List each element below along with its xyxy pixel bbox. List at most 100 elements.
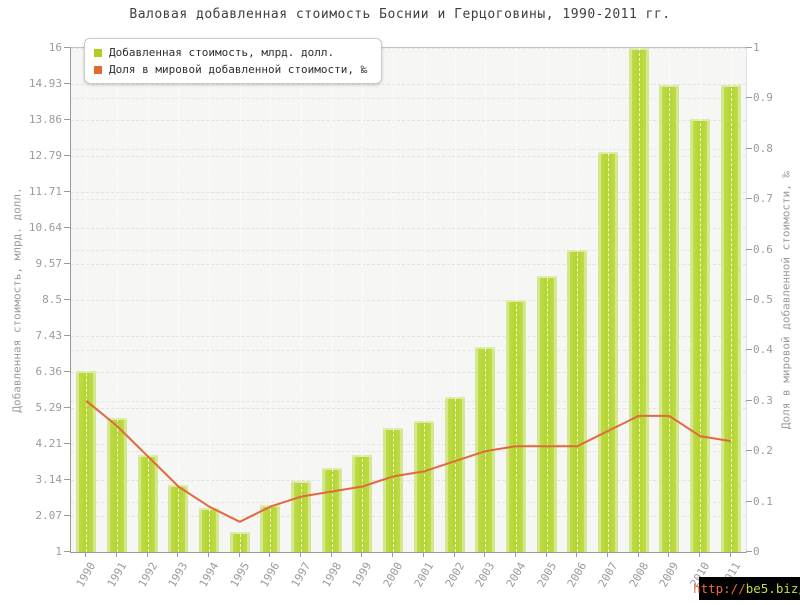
x-tick-mark-2011 bbox=[729, 552, 731, 557]
vgridline-2009 bbox=[669, 48, 671, 552]
x-tick-label-2007: 2007 bbox=[595, 560, 621, 590]
left-tick-mark-8.5 bbox=[64, 299, 70, 300]
bar-series-marker-icon bbox=[94, 48, 102, 57]
left-tick-mark-10.64 bbox=[64, 227, 70, 229]
right-tick-label-0.3: 0.3 bbox=[753, 393, 773, 407]
x-tick-label-1996: 1996 bbox=[258, 560, 283, 590]
gridline-left-3.14 bbox=[71, 480, 746, 482]
right-tick-label-0.5: 0.5 bbox=[753, 293, 773, 306]
gridline-left-10.64 bbox=[71, 228, 746, 230]
vgridline-1993 bbox=[178, 48, 180, 552]
gridline-left-9.57 bbox=[71, 264, 746, 266]
x-tick-mark-1995 bbox=[238, 552, 240, 557]
right-tick-label-0.6: 0.6 bbox=[753, 242, 773, 256]
vgridline-2011 bbox=[730, 48, 732, 552]
x-tick-label-2002: 2002 bbox=[442, 560, 467, 590]
watermark-domain: be5.biz/ bbox=[745, 581, 800, 596]
vgridline-2008 bbox=[638, 48, 640, 552]
left-tick-mark-4.21 bbox=[64, 443, 70, 445]
x-tick-label-2005: 2005 bbox=[534, 560, 559, 590]
share-line-series bbox=[85, 400, 731, 523]
vgridline-2000 bbox=[393, 48, 395, 552]
left-tick-mark-16 bbox=[64, 47, 70, 48]
x-tick-mark-1993 bbox=[177, 552, 179, 557]
x-tick-label-2009: 2009 bbox=[657, 560, 682, 590]
gridline-right-0.5 bbox=[71, 300, 746, 301]
x-tick-label-1999: 1999 bbox=[350, 560, 375, 590]
gridline-right-0.7 bbox=[71, 199, 746, 201]
right-tick-label-0.7: 0.7 bbox=[753, 192, 773, 206]
gridline-left-4.21 bbox=[71, 444, 746, 446]
gridline-right-0.2 bbox=[71, 451, 746, 453]
x-tick-label-2004: 2004 bbox=[503, 560, 529, 590]
left-tick-label-13.86: 13.86 bbox=[28, 112, 62, 126]
x-tick-mark-2001 bbox=[422, 552, 424, 557]
right-tick-mark-0.9 bbox=[746, 97, 752, 99]
legend-item-bar: Добавленная стоимость, млрд. долл. bbox=[94, 44, 367, 61]
left-tick-label-12.79: 12.79 bbox=[28, 148, 62, 162]
x-tick-label-1994: 1994 bbox=[196, 560, 222, 590]
x-tick-label-1991: 1991 bbox=[104, 560, 130, 590]
left-tick-mark-1 bbox=[64, 551, 70, 552]
vgridline-2006 bbox=[577, 48, 579, 552]
vgridline-1997 bbox=[301, 48, 303, 552]
x-tick-label-1998: 1998 bbox=[319, 560, 345, 590]
x-tick-mark-2009 bbox=[668, 552, 670, 557]
x-tick-mark-1996 bbox=[269, 552, 271, 557]
left-tick-label-14.93: 14.93 bbox=[28, 76, 62, 90]
right-tick-label-1: 1 bbox=[753, 41, 760, 54]
line-series-marker-icon bbox=[94, 65, 102, 74]
gridline-right-0.3 bbox=[71, 400, 746, 402]
left-tick-mark-2.07 bbox=[64, 515, 70, 517]
right-tick-mark-0.1 bbox=[746, 500, 752, 502]
left-tick-mark-11.71 bbox=[64, 191, 70, 193]
legend-label-line: Доля в мировой добавленной стоимости, ‰ bbox=[109, 63, 368, 76]
vgridline-2005 bbox=[546, 48, 548, 552]
vgridline-2004 bbox=[515, 48, 517, 552]
left-tick-label-16: 16 bbox=[48, 41, 62, 54]
left-tick-mark-9.57 bbox=[64, 263, 70, 265]
left-tick-label-7.43: 7.43 bbox=[35, 328, 63, 342]
x-tick-mark-1997 bbox=[300, 552, 302, 557]
left-tick-label-4.21: 4.21 bbox=[35, 437, 63, 451]
watermark-protocol: http:// bbox=[693, 581, 746, 596]
gridline-left-2.07 bbox=[71, 516, 746, 518]
gridline-left-11.71 bbox=[71, 192, 746, 194]
x-tick-label-2008: 2008 bbox=[626, 560, 651, 590]
x-tick-label-1993: 1993 bbox=[166, 560, 191, 590]
vgridline-1999 bbox=[362, 48, 364, 552]
x-tick-mark-2010 bbox=[698, 552, 700, 557]
x-tick-mark-2008 bbox=[637, 552, 639, 557]
vgridline-2002 bbox=[454, 48, 456, 552]
left-tick-mark-3.14 bbox=[64, 479, 70, 481]
x-tick-mark-2005 bbox=[545, 552, 547, 557]
x-tick-label-2003: 2003 bbox=[472, 560, 498, 590]
vgridline-2010 bbox=[699, 48, 701, 552]
x-tick-mark-1994 bbox=[208, 552, 210, 557]
x-tick-mark-2000 bbox=[392, 552, 394, 557]
right-tick-mark-0.2 bbox=[746, 450, 752, 452]
right-tick-mark-0.6 bbox=[746, 248, 752, 250]
watermark: http://be5.biz/ bbox=[693, 577, 800, 600]
x-tick-mark-1999 bbox=[361, 552, 363, 557]
right-tick-mark-0.7 bbox=[746, 198, 752, 200]
gridline-right-0.6 bbox=[71, 249, 746, 251]
left-tick-mark-7.43 bbox=[64, 334, 70, 336]
left-tick-label-10.64: 10.64 bbox=[28, 221, 62, 235]
left-tick-label-3.14: 3.14 bbox=[35, 473, 63, 487]
x-tick-label-1990: 1990 bbox=[74, 560, 99, 590]
gridline-right-0.9 bbox=[71, 98, 746, 100]
gridline-right-0.4 bbox=[71, 350, 746, 352]
legend-item-line: Доля в мировой добавленной стоимости, ‰ bbox=[94, 61, 367, 78]
right-tick-mark-0.4 bbox=[746, 349, 752, 351]
left-tick-mark-13.86 bbox=[64, 118, 70, 120]
left-tick-mark-12.79 bbox=[64, 154, 70, 156]
x-tick-label-1995: 1995 bbox=[227, 560, 253, 590]
gridline-left-5.29 bbox=[71, 407, 746, 409]
vgridline-1992 bbox=[147, 48, 149, 552]
left-tick-mark-14.93 bbox=[64, 82, 70, 84]
left-tick-label-1: 1 bbox=[55, 545, 62, 558]
x-tick-mark-2007 bbox=[606, 552, 608, 557]
plot-area bbox=[70, 47, 747, 553]
x-tick-mark-2003 bbox=[484, 552, 486, 557]
